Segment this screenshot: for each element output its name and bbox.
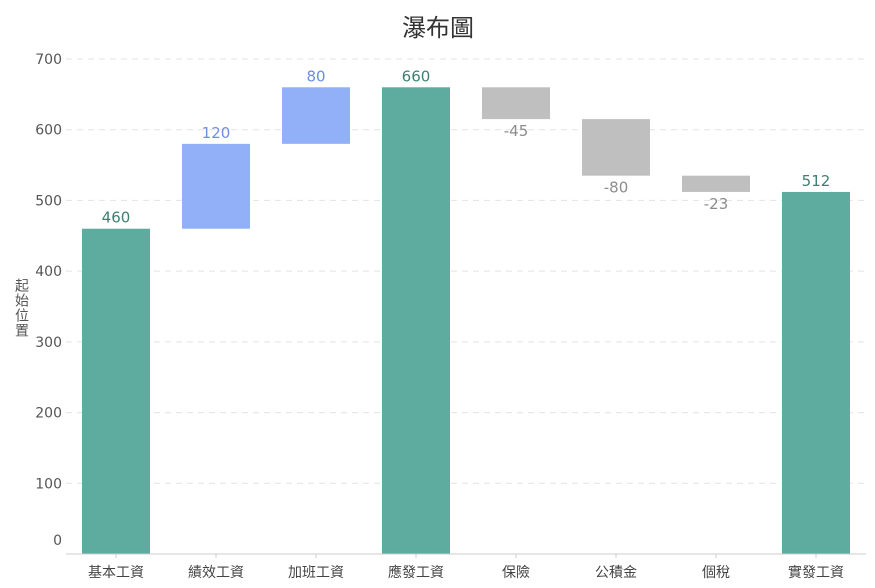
- data-label: 460: [102, 209, 131, 227]
- data-label: -23: [704, 195, 729, 213]
- gridlines: [66, 58, 866, 484]
- y-axis-ticks: 0 100 200 300 400 500 600 700: [35, 52, 62, 549]
- data-label: -80: [604, 179, 629, 197]
- bar-increase: [182, 143, 250, 229]
- y-tick-label: 0: [53, 533, 62, 549]
- y-tick-label: 200: [35, 406, 62, 422]
- y-tick-label: 600: [35, 123, 62, 139]
- y-tick-label: 300: [35, 335, 62, 351]
- y-axis-title: 起始位置: [15, 279, 29, 340]
- data-label: -45: [504, 122, 529, 140]
- bars: [82, 87, 850, 555]
- x-tick-label: 基本工資: [88, 564, 144, 581]
- bar-decrease: [582, 119, 650, 176]
- chart-title: 瀑布圖: [402, 14, 474, 42]
- data-label: 512: [802, 172, 831, 190]
- x-tick-label: 個稅: [702, 565, 730, 581]
- x-tick-label: 應發工資: [388, 564, 444, 581]
- x-tick-label: 加班工資: [288, 565, 344, 581]
- x-tick-label: 公積金: [595, 565, 637, 581]
- x-axis-ticks: 基本工資 績效工資 加班工資 應發工資 保險 公積金 個稅 實發工資: [88, 554, 844, 581]
- x-tick-label: 實發工資: [788, 564, 844, 581]
- data-label: 80: [306, 67, 325, 85]
- x-tick-label: 保險: [502, 565, 530, 581]
- x-tick-label: 績效工資: [188, 565, 244, 581]
- data-label: 120: [202, 124, 231, 142]
- bar-decrease: [482, 87, 550, 120]
- bar-total: [382, 87, 450, 555]
- y-tick-label: 700: [35, 52, 62, 68]
- bar-total: [82, 228, 150, 554]
- bar-increase: [282, 87, 350, 144]
- data-labels: 460 120 80 660 -45 -80 -23 512: [102, 67, 831, 226]
- data-label: 660: [402, 67, 431, 85]
- y-tick-label: 400: [35, 264, 62, 280]
- bar-decrease: [682, 175, 750, 192]
- y-tick-label: 100: [35, 476, 62, 492]
- y-tick-label: 500: [35, 193, 62, 209]
- bar-total: [782, 191, 850, 554]
